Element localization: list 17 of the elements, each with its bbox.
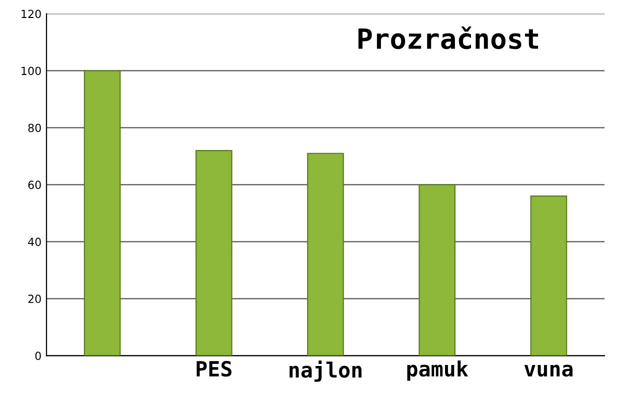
x-tick-label: PES — [196, 360, 232, 377]
x-tick-label: pamuk — [407, 360, 468, 381]
chart-title: Prozračnost — [358, 26, 538, 50]
y-tick-label: 80 — [28, 124, 41, 132]
bar — [307, 152, 344, 356]
x-tick-label: vuna — [524, 364, 573, 377]
bar — [195, 150, 232, 356]
bar — [418, 184, 456, 356]
y-tick-label: 20 — [28, 294, 41, 304]
bar — [84, 70, 121, 356]
y-tick-label: 0 — [35, 352, 41, 360]
bar — [530, 196, 568, 356]
y-tick-label: 100 — [22, 66, 41, 76]
y-tick-label: 60 — [28, 180, 41, 190]
y-tick-label: 120 — [22, 10, 41, 18]
y-tick-label: 40 — [28, 238, 41, 246]
x-tick-label: najlon — [290, 360, 362, 382]
